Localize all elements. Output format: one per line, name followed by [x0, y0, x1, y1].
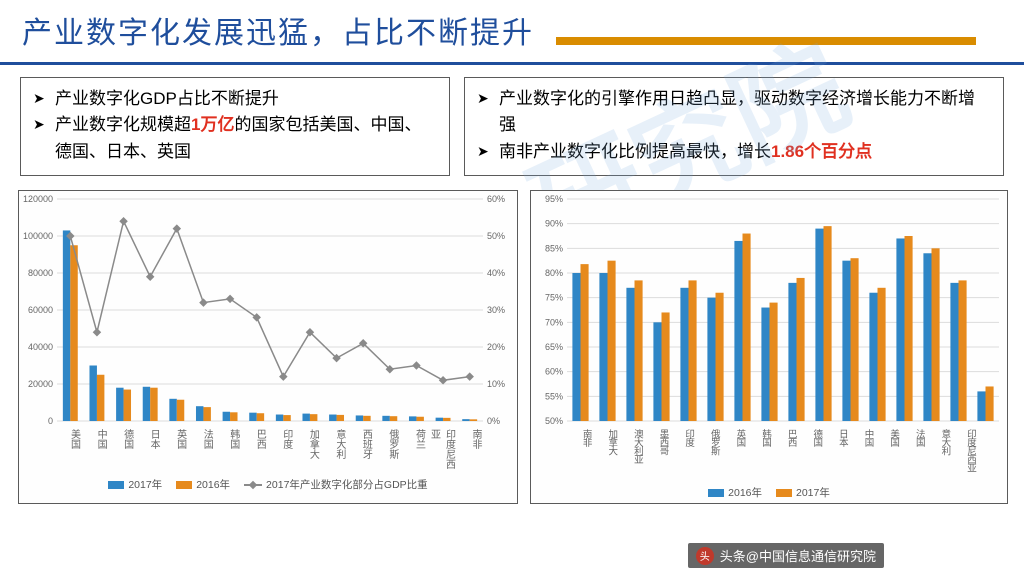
svg-text:0: 0 [48, 416, 53, 426]
chart2-plot: 50% 55% 60% 65% 70% 75% 80% 85% 90% 95% [531, 191, 1007, 429]
x-label: 墨西哥 [644, 429, 670, 481]
svg-text:60000: 60000 [28, 305, 53, 315]
chart1-legend: 2017年 2016年 2017年产业数字化部分占GDP比重 [19, 473, 517, 496]
x-label: 印度 [267, 429, 294, 473]
x-label: 英国 [721, 429, 747, 481]
charts-row: 0 20000 40000 60000 80000 100000 120000 0% 10% 20… [0, 184, 1024, 504]
x-label: 巴西 [241, 429, 268, 473]
x-label: 南非 [456, 429, 483, 473]
chart-gdp-scale: 0 20000 40000 60000 80000 100000 120000 0% 10% 20… [18, 190, 518, 504]
x-label: 美国 [875, 429, 901, 481]
svg-text:75%: 75% [545, 293, 563, 303]
bullet-item: 产业数字化规模超1万亿的国家包括美国、中国、德国、日本、英国 [33, 112, 437, 165]
x-label: 印度尼西亚 [426, 429, 456, 473]
x-label: 德国 [108, 429, 135, 473]
legend2-2016: 2016年 [708, 485, 762, 500]
svg-text:40%: 40% [487, 268, 505, 278]
chart-share-compare: 50% 55% 60% 65% 70% 75% 80% 85% 90% 95% 南非加拿大澳大利亚… [530, 190, 1008, 504]
svg-text:30%: 30% [487, 305, 505, 315]
source-tag: 头 头条@中国信息通信研究院 [688, 543, 884, 568]
x-label: 法国 [900, 429, 926, 481]
svg-text:20%: 20% [487, 342, 505, 352]
svg-text:55%: 55% [545, 391, 563, 401]
x-label: 南非 [567, 429, 593, 481]
x-label: 美国 [55, 429, 82, 473]
slide-header: 产业数字化发展迅猛，占比不断提升 [0, 0, 1024, 65]
svg-text:95%: 95% [545, 194, 563, 204]
x-label: 德国 [798, 429, 824, 481]
legend2-2017: 2017年 [776, 485, 830, 500]
chart2-xlabels: 南非加拿大澳大利亚墨西哥印度俄罗斯英国韩国巴西德国日本中国美国法国意大利印度尼西… [531, 429, 1007, 481]
bullet-box-right: 产业数字化的引擎作用日趋凸显，驱动数字经济增长能力不断增强南非产业数字化比例提高… [464, 77, 1004, 176]
x-label: 法国 [188, 429, 215, 473]
x-label: 西班牙 [347, 429, 374, 473]
legend-share-line: 2017年产业数字化部分占GDP比重 [244, 477, 428, 492]
x-label: 日本 [135, 429, 162, 473]
x-label: 中国 [82, 429, 109, 473]
x-label: 俄罗斯 [373, 429, 400, 473]
svg-text:80%: 80% [545, 268, 563, 278]
svg-text:60%: 60% [545, 367, 563, 377]
slide-title: 产业数字化发展迅猛，占比不断提升 [0, 0, 556, 62]
x-label: 意大利 [320, 429, 347, 473]
x-label: 韩国 [746, 429, 772, 481]
x-label: 澳大利亚 [618, 429, 644, 481]
x-label: 英国 [161, 429, 188, 473]
chart2-legend: 2016年 2017年 [531, 481, 1007, 504]
source-text: 头条@中国信息通信研究院 [720, 546, 876, 565]
svg-text:50%: 50% [487, 231, 505, 241]
svg-text:100000: 100000 [23, 231, 53, 241]
x-label: 中国 [849, 429, 875, 481]
x-label: 加拿大 [294, 429, 321, 473]
svg-text:40000: 40000 [28, 342, 53, 352]
avatar-icon: 头 [696, 547, 714, 565]
x-label: 加拿大 [593, 429, 619, 481]
bullet-item: 南非产业数字化比例提高最快，增长1.86个百分点 [477, 139, 991, 165]
svg-text:20000: 20000 [28, 379, 53, 389]
x-label: 印度尼西亚 [951, 429, 977, 481]
legend-2017: 2017年 [108, 477, 162, 492]
x-label: 俄罗斯 [695, 429, 721, 481]
svg-text:65%: 65% [545, 342, 563, 352]
x-label: 韩国 [214, 429, 241, 473]
x-label: 日本 [823, 429, 849, 481]
svg-text:85%: 85% [545, 243, 563, 253]
x-label: 巴西 [772, 429, 798, 481]
chart1-xlabels: 美国中国德国日本英国法国韩国巴西印度加拿大意大利西班牙俄罗斯荷兰印度尼西亚南非 [19, 429, 517, 473]
x-label: 印度 [670, 429, 696, 481]
chart1-plot: 0 20000 40000 60000 80000 100000 120000 0% 10% 20… [19, 191, 517, 429]
legend-2016: 2016年 [176, 477, 230, 492]
svg-text:120000: 120000 [23, 194, 53, 204]
bullets-row: 产业数字化GDP占比不断提升产业数字化规模超1万亿的国家包括美国、中国、德国、日… [0, 65, 1024, 184]
svg-text:50%: 50% [545, 416, 563, 426]
bullet-item: 产业数字化GDP占比不断提升 [33, 86, 437, 112]
bullet-item: 产业数字化的引擎作用日趋凸显，驱动数字经济增长能力不断增强 [477, 86, 991, 139]
svg-text:70%: 70% [545, 317, 563, 327]
svg-text:90%: 90% [545, 219, 563, 229]
svg-text:60%: 60% [487, 194, 505, 204]
bullet-box-left: 产业数字化GDP占比不断提升产业数字化规模超1万亿的国家包括美国、中国、德国、日… [20, 77, 450, 176]
svg-text:80000: 80000 [28, 268, 53, 278]
accent-line [556, 37, 976, 45]
svg-text:0%: 0% [487, 416, 500, 426]
x-label: 意大利 [926, 429, 952, 481]
svg-text:10%: 10% [487, 379, 505, 389]
x-label: 荷兰 [400, 429, 427, 473]
